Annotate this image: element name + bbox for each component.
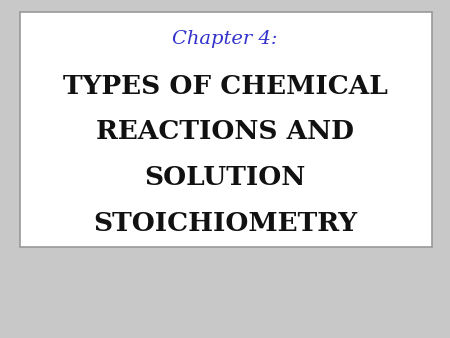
Text: Chapter 4:: Chapter 4:	[172, 30, 278, 48]
Text: TYPES OF CHEMICAL: TYPES OF CHEMICAL	[63, 74, 387, 99]
Text: REACTIONS AND: REACTIONS AND	[96, 119, 354, 144]
Text: SOLUTION: SOLUTION	[144, 165, 306, 190]
Bar	[20, 12, 432, 247]
Text: STOICHIOMETRY: STOICHIOMETRY	[93, 211, 357, 236]
